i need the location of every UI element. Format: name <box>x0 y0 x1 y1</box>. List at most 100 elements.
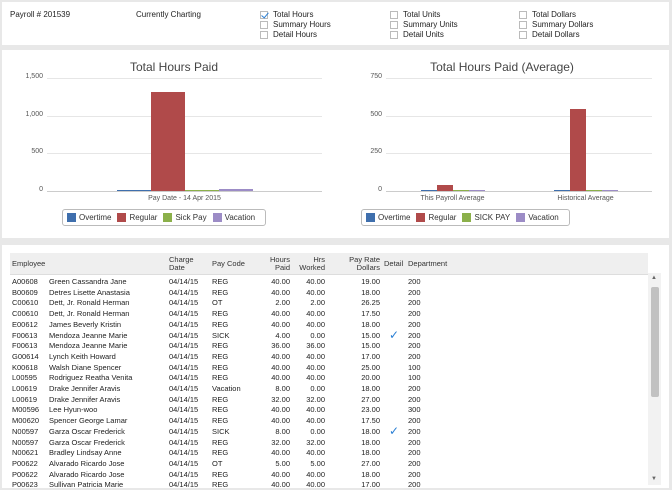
legend-item[interactable]: Vacation <box>212 213 255 222</box>
charge-date: 04/14/15 <box>169 480 199 488</box>
checkbox-total-hours[interactable] <box>260 11 268 19</box>
legend-item[interactable]: Vacation <box>516 213 559 222</box>
payroll-number: Payroll # 201539 <box>10 10 71 19</box>
bar-vacation[interactable] <box>601 190 618 191</box>
employee-id: C00610 <box>12 309 39 319</box>
hrs-worked: 40.00 <box>306 277 325 286</box>
employee-id: N00621 <box>12 448 39 458</box>
checkbox-detail-units[interactable] <box>390 31 398 39</box>
table-row[interactable]: N00597 Garza Oscar Frederick 04/14/15 REG 32… <box>10 438 648 447</box>
legend-item[interactable]: Overtime <box>67 213 111 222</box>
table-row[interactable]: N00621 Bradley Lindsay Anne 04/14/15 REG 40.… <box>10 448 648 457</box>
hours-paid: 40.00 <box>271 309 290 319</box>
table-row[interactable]: C00610 Dett, Jr. Ronald Herman 04/14/15 OT 2… <box>10 298 648 307</box>
bar-overtime[interactable] <box>116 189 151 191</box>
hrs-worked: 40.00 <box>306 405 325 415</box>
table-row[interactable]: M00596 Lee Hyun-woo 04/14/15 REG 40.00 40.00 2… <box>10 405 648 414</box>
table-row[interactable]: E00612 James Beverly Kristin 04/14/15 REG 40… <box>10 320 648 329</box>
table-row[interactable]: M00620 Spencer George Lamar 04/14/15 REG 40.… <box>10 416 648 425</box>
detail-check-icon[interactable]: ✓ <box>389 423 400 438</box>
bar-vacation[interactable] <box>218 188 253 191</box>
pay-rate: 17.00 <box>361 351 380 361</box>
table-row[interactable]: F00613 Mendoza Jeanne Marie 04/14/15 REG 36.… <box>10 341 648 350</box>
option-label[interactable]: Detail Dollars <box>532 30 580 39</box>
bar-regular[interactable] <box>150 91 185 191</box>
col-department[interactable]: Department <box>408 259 448 268</box>
option-label[interactable]: Detail Hours <box>273 30 318 39</box>
bar-sick-pay[interactable] <box>184 190 219 191</box>
col-hours-paid[interactable]: Hours Paid <box>269 255 290 272</box>
gridline <box>47 78 322 79</box>
col-pay-code[interactable]: Pay Code <box>212 259 245 268</box>
checkbox-total-units[interactable] <box>390 11 398 19</box>
legend-item[interactable]: SICK PAY <box>462 213 510 222</box>
option-label[interactable]: Detail Units <box>403 30 444 39</box>
table-row[interactable]: L00619 Drake Jennifer Aravis 04/14/15 REG 32… <box>10 395 648 404</box>
pay-rate: 17.00 <box>361 480 380 488</box>
col-hrs-worked[interactable]: Hrs Worked <box>299 255 325 272</box>
bar-vacation[interactable] <box>468 190 485 191</box>
checkbox-summary-dollars[interactable] <box>519 21 527 29</box>
legend-item[interactable]: Regular <box>416 213 456 222</box>
table-row[interactable]: F00613 Mendoza Jeanne Marie 04/14/15 SICK 4.… <box>10 327 648 342</box>
scroll-up-icon[interactable]: ▲ <box>651 275 657 281</box>
legend-item[interactable]: Overtime <box>366 213 410 222</box>
bar-sick-pay[interactable] <box>585 190 602 191</box>
checkbox-detail-dollars[interactable] <box>519 31 527 39</box>
option-label[interactable]: Total Hours <box>273 10 314 19</box>
employee-name: Detres Lisette Anastasia <box>49 287 130 297</box>
legend-swatch <box>462 213 472 222</box>
table-row[interactable]: N00597 Garza Oscar Frederick 04/14/15 SICK 8… <box>10 423 648 438</box>
table-scrollbar[interactable]: ▲ ▼ <box>648 273 661 485</box>
legend-item[interactable]: Sick Pay <box>163 213 207 222</box>
checkbox-summary-units[interactable] <box>390 21 398 29</box>
table-row[interactable]: P00622 Alvarado Ricardo Jose 04/14/15 REG 40… <box>10 470 648 479</box>
employee-id: M00620 <box>12 416 40 426</box>
option-label[interactable]: Summary Hours <box>273 20 331 29</box>
bar-overtime[interactable] <box>420 190 437 191</box>
option-label[interactable]: Summary Units <box>403 20 458 29</box>
hours-paid: 40.00 <box>271 480 290 488</box>
scroll-down-icon[interactable]: ▼ <box>651 476 657 482</box>
col-employee[interactable]: Employee <box>12 259 46 268</box>
table-row[interactable]: B00609 Detres Lisette Anastasia 04/14/15 RE… <box>10 288 648 297</box>
y-tick-label: 1,500 <box>25 73 43 80</box>
bar-sick-pay[interactable] <box>452 190 469 191</box>
y-tick-label: 750 <box>370 73 382 80</box>
bar-regular[interactable] <box>436 184 453 191</box>
scroll-thumb[interactable] <box>651 287 659 397</box>
option-label[interactable]: Summary Dollars <box>532 20 594 29</box>
hours-paid: 32.00 <box>271 437 290 447</box>
legend-item[interactable]: Regular <box>117 213 157 222</box>
option-label[interactable]: Total Dollars <box>532 10 577 19</box>
checkbox-total-dollars[interactable] <box>519 11 527 19</box>
table-row[interactable]: A00608 Green Cassandra Jane 04/14/15 REG 40.… <box>10 277 648 286</box>
col-charge-date[interactable]: Charge Date <box>169 255 194 272</box>
detail-check-icon[interactable]: ✓ <box>389 327 400 342</box>
checkbox-summary-hours[interactable] <box>260 21 268 29</box>
table-row[interactable]: L00595 Rodriguez Reatha Venita 04/14/15 REG… <box>10 373 648 382</box>
col-detail[interactable]: Detail <box>384 259 404 268</box>
charge-date: 04/14/15 <box>169 458 199 468</box>
table-row[interactable]: P00623 Sullivan Patricia Marie 04/14/15 REG… <box>10 480 648 488</box>
employee-id: L00619 <box>12 384 38 393</box>
hours-paid: 40.00 <box>271 319 290 329</box>
col-pay-rate[interactable]: Pay Rate Dollars <box>349 255 380 272</box>
employee-name: James Beverly Kristin <box>49 319 122 329</box>
hrs-worked: 36.00 <box>306 341 325 351</box>
pay-rate: 27.00 <box>361 394 380 404</box>
employee-id: P00622 <box>12 458 38 468</box>
checkbox-detail-hours[interactable] <box>260 31 268 39</box>
table-row[interactable]: C00610 Dett, Jr. Ronald Herman 04/14/15 REG… <box>10 309 648 318</box>
option-label[interactable]: Total Units <box>403 10 441 19</box>
table-row[interactable]: L00619 Drake Jennifer Aravis 04/14/15 Vacat… <box>10 384 648 393</box>
pay-code: REG <box>212 394 229 404</box>
table-row[interactable]: P00622 Alvarado Ricardo Jose 04/14/15 OT 5.0… <box>10 459 648 468</box>
table-row[interactable]: K00618 Walsh Diane Spencer 04/14/15 REG 40.0… <box>10 363 648 372</box>
table-row[interactable]: G00614 Lynch Keith Howard 04/14/15 REG 40.00… <box>10 352 648 361</box>
bar-overtime[interactable] <box>553 190 570 191</box>
pay-code: REG <box>212 405 229 415</box>
bar-regular[interactable] <box>569 108 586 191</box>
pay-rate: 18.00 <box>361 426 380 436</box>
department: 200 <box>408 416 421 426</box>
